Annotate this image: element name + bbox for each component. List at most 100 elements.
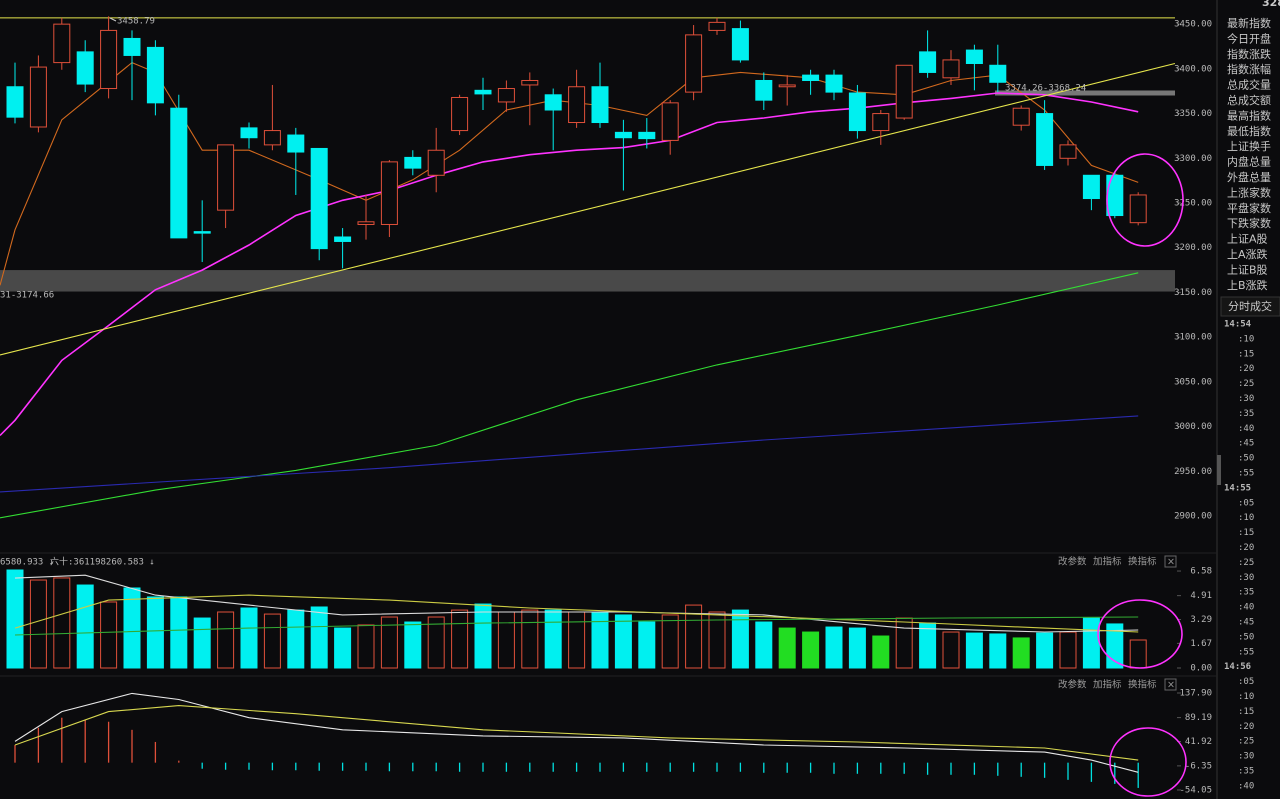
candle-body bbox=[76, 51, 94, 85]
candle-body bbox=[778, 84, 796, 88]
time-label: :25 bbox=[1238, 379, 1254, 389]
time-label: :15 bbox=[1238, 349, 1254, 359]
volume-header: 六十:361198260.583 ↓ bbox=[50, 556, 155, 568]
tick-header-box bbox=[1220, 296, 1280, 317]
y-tick-label: 3450.00 bbox=[1174, 20, 1212, 30]
quote-label[interactable]: 上B涨跌 bbox=[1227, 278, 1268, 292]
candle-body bbox=[731, 28, 749, 61]
volume-bar bbox=[427, 616, 445, 669]
volume-bar bbox=[825, 626, 843, 669]
indicator-line bbox=[14, 594, 1139, 633]
toolbar-button[interactable]: × bbox=[1167, 680, 1175, 691]
time-label: :15 bbox=[1238, 707, 1254, 717]
toolbar-button[interactable]: 换指标 bbox=[1128, 556, 1157, 568]
candle-body bbox=[240, 127, 258, 139]
splitter-handle[interactable] bbox=[1217, 455, 1221, 485]
time-label: :30 bbox=[1238, 394, 1254, 404]
indicator-line bbox=[0, 272, 1139, 519]
volume-bar bbox=[755, 621, 773, 669]
volume-bar bbox=[965, 632, 983, 669]
quote-label[interactable]: 上A涨跌 bbox=[1227, 247, 1268, 261]
candle-body bbox=[919, 51, 937, 73]
candle-body bbox=[1129, 194, 1147, 224]
y-tick-label: 4.91 bbox=[1190, 591, 1212, 601]
candle-body bbox=[638, 131, 656, 140]
y-tick-label: 3200.00 bbox=[1174, 243, 1212, 253]
candle-body bbox=[287, 134, 305, 153]
y-tick-label: 3.29 bbox=[1190, 615, 1212, 625]
y-tick-label: 3350.00 bbox=[1174, 109, 1212, 119]
highlight-circle bbox=[1109, 727, 1187, 797]
quote-label[interactable]: 最新指数 bbox=[1227, 16, 1271, 30]
indicator-line bbox=[0, 92, 1139, 437]
quote-label[interactable]: 指数涨跌 bbox=[1227, 47, 1271, 61]
y-tick-label: 3100.00 bbox=[1174, 333, 1212, 343]
candle-body bbox=[942, 59, 960, 79]
toolbar-button[interactable]: 换指标 bbox=[1128, 679, 1157, 691]
time-label: :30 bbox=[1238, 752, 1254, 762]
time-label: :45 bbox=[1238, 618, 1254, 628]
y-tick-label: 41.92 bbox=[1185, 737, 1212, 747]
candle-body bbox=[427, 149, 445, 176]
volume-bar bbox=[6, 569, 24, 669]
volume-bar bbox=[731, 609, 749, 669]
volume-bar bbox=[404, 621, 422, 669]
y-tick-label: 89.19 bbox=[1185, 713, 1212, 723]
y-tick-label: 2950.00 bbox=[1174, 467, 1212, 477]
candle-body bbox=[1036, 113, 1054, 166]
volume-bar bbox=[708, 611, 726, 669]
y-tick-label: 3250.00 bbox=[1174, 199, 1212, 209]
time-label: :40 bbox=[1238, 424, 1254, 434]
highlight-circle bbox=[1097, 599, 1183, 669]
close-box[interactable] bbox=[1164, 555, 1177, 568]
quote-label[interactable]: 下跌家数 bbox=[1227, 216, 1271, 230]
toolbar-button[interactable]: 加指标 bbox=[1093, 679, 1122, 691]
volume-bar bbox=[380, 616, 398, 669]
candle-body bbox=[848, 92, 866, 132]
volume-header: 6580.933 ↓ bbox=[0, 558, 54, 568]
candle-body bbox=[1012, 107, 1030, 126]
volume-bar bbox=[544, 609, 562, 669]
toolbar-button[interactable]: 改参数 bbox=[1058, 679, 1087, 691]
candle-body bbox=[521, 79, 539, 86]
close-box[interactable] bbox=[1164, 678, 1177, 691]
annotation: 3458.79 bbox=[117, 17, 155, 27]
quote-label[interactable]: 上证换手 bbox=[1227, 139, 1271, 153]
quote-label[interactable]: 总成交量 bbox=[1227, 78, 1271, 92]
quote-label[interactable]: 总成交额 bbox=[1227, 93, 1271, 107]
candle-body bbox=[334, 236, 352, 242]
volume-bar bbox=[146, 596, 164, 669]
quote-label[interactable]: 最高指数 bbox=[1227, 108, 1271, 122]
toolbar-button[interactable]: × bbox=[1167, 557, 1175, 568]
quote-label[interactable]: 指数涨幅 bbox=[1227, 62, 1271, 76]
time-label: 14:56 bbox=[1224, 662, 1251, 672]
time-label: :55 bbox=[1238, 647, 1254, 657]
tick-header[interactable]: 分时成交 bbox=[1228, 299, 1272, 313]
quote-label[interactable]: 上证A股 bbox=[1227, 233, 1268, 246]
quote-label[interactable]: 今日开盘 bbox=[1227, 31, 1271, 45]
quote-label[interactable]: 上证B股 bbox=[1227, 263, 1268, 276]
time-label: :35 bbox=[1238, 588, 1254, 598]
candle-body bbox=[497, 88, 515, 103]
quote-label[interactable]: 外盘总量 bbox=[1227, 170, 1271, 184]
volume-bar bbox=[591, 611, 609, 669]
toolbar-button[interactable]: 加指标 bbox=[1093, 556, 1122, 568]
volume-bar bbox=[217, 611, 235, 669]
annotation-arrow bbox=[109, 17, 117, 22]
time-label: :15 bbox=[1238, 528, 1254, 538]
quote-label[interactable]: 上涨家数 bbox=[1227, 185, 1271, 199]
volume-bar bbox=[989, 633, 1007, 669]
time-label: :20 bbox=[1238, 543, 1254, 553]
candle-body bbox=[193, 231, 211, 234]
time-label: 14:55 bbox=[1224, 483, 1251, 493]
quote-label[interactable]: 内盘总量 bbox=[1227, 155, 1271, 169]
quote-label[interactable]: 最低指数 bbox=[1227, 124, 1271, 138]
toolbar-button[interactable]: 改参数 bbox=[1058, 556, 1087, 568]
y-tick-label: 137.90 bbox=[1179, 688, 1212, 698]
indicator-line bbox=[14, 616, 1139, 636]
candle-body bbox=[989, 64, 1007, 83]
time-label: :25 bbox=[1238, 558, 1254, 568]
time-label: :45 bbox=[1238, 439, 1254, 449]
quote-label[interactable]: 平盘家数 bbox=[1227, 201, 1271, 215]
indicator-line bbox=[14, 705, 1139, 761]
